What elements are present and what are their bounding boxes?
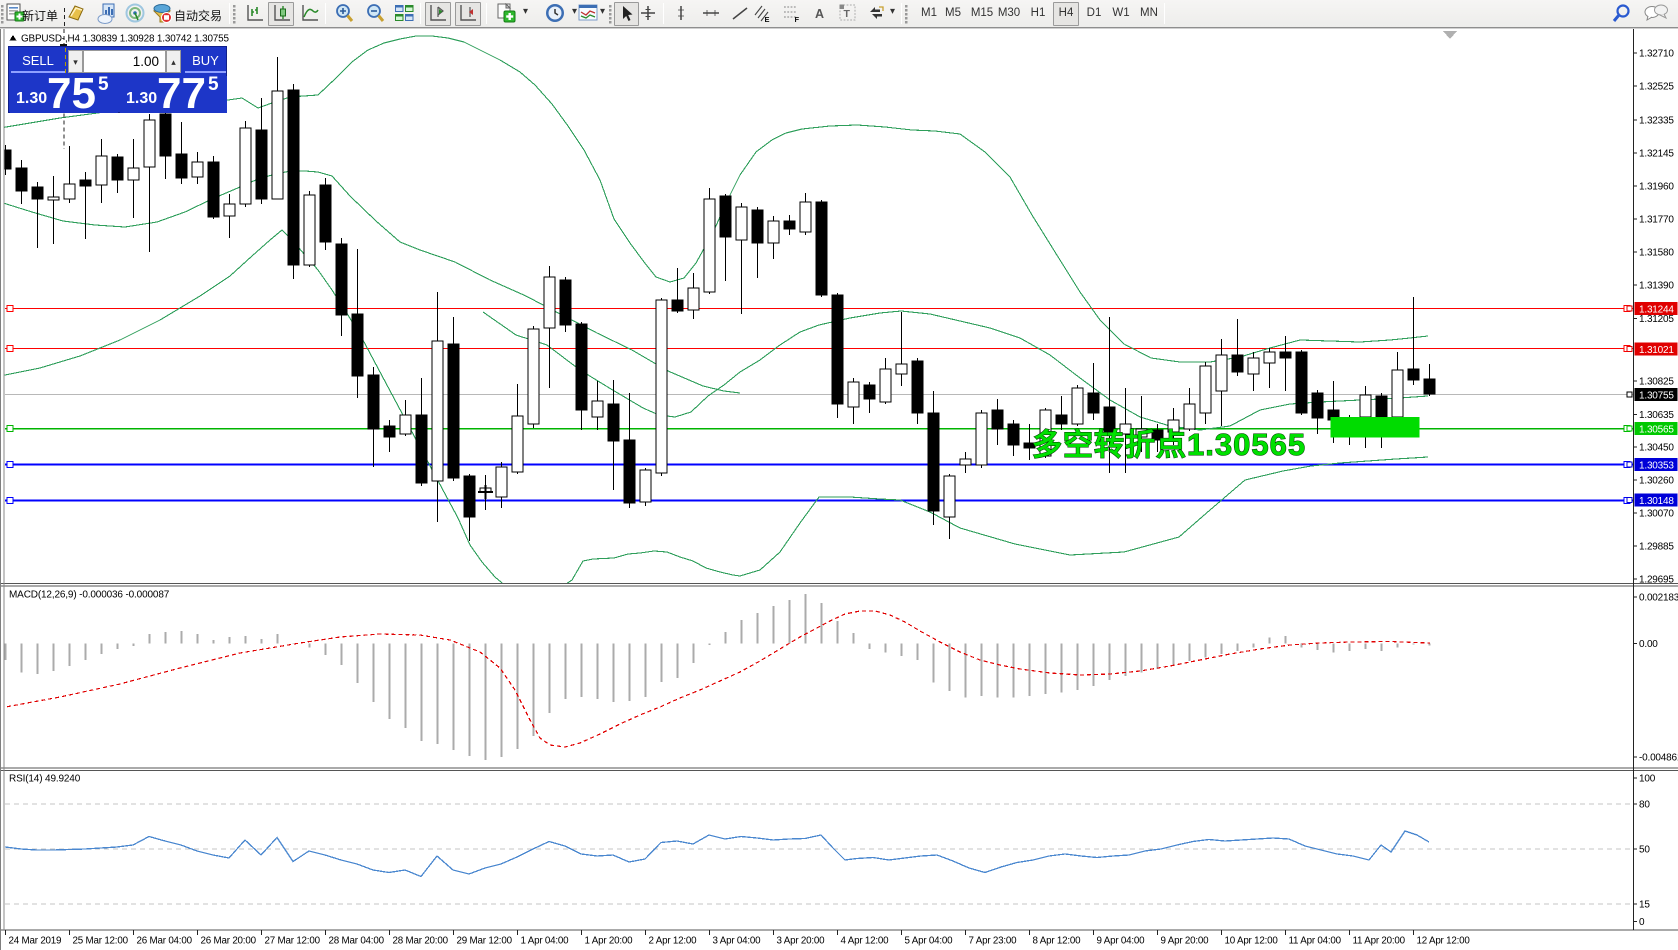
svg-text:1.31244: 1.31244 xyxy=(1639,305,1674,316)
svg-text:0.002183: 0.002183 xyxy=(1639,593,1678,604)
svg-text:28 Mar 20:00: 28 Mar 20:00 xyxy=(393,936,449,947)
svg-text:29 Mar 12:00: 29 Mar 12:00 xyxy=(457,936,513,947)
svg-text:-0.004861: -0.004861 xyxy=(1639,753,1678,764)
svg-text:1.31770: 1.31770 xyxy=(1639,215,1674,226)
svg-text:1.31390: 1.31390 xyxy=(1639,281,1674,292)
svg-text:8 Apr 12:00: 8 Apr 12:00 xyxy=(1033,936,1082,947)
svg-text:1.30565: 1.30565 xyxy=(1639,424,1674,435)
svg-text:1 Apr 04:00: 1 Apr 04:00 xyxy=(521,936,570,947)
svg-text:100: 100 xyxy=(1639,774,1656,785)
svg-text:11 Apr 20:00: 11 Apr 20:00 xyxy=(1353,936,1406,947)
svg-text:1.29885: 1.29885 xyxy=(1639,542,1674,553)
svg-text:1 Apr 20:00: 1 Apr 20:00 xyxy=(585,936,634,947)
svg-text:1.31021: 1.31021 xyxy=(1639,345,1674,356)
svg-text:25 Mar 12:00: 25 Mar 12:00 xyxy=(73,936,129,947)
svg-text:T: T xyxy=(844,8,851,20)
svg-text:1.31205: 1.31205 xyxy=(1639,314,1674,325)
svg-text:0.00: 0.00 xyxy=(1639,639,1658,650)
svg-text:1.30070: 1.30070 xyxy=(1639,509,1674,520)
svg-text:11 Apr 04:00: 11 Apr 04:00 xyxy=(1289,936,1342,947)
svg-text:9 Apr 04:00: 9 Apr 04:00 xyxy=(1097,936,1146,947)
svg-text:MACD(12,26,9) -0.000036 -0.000: MACD(12,26,9) -0.000036 -0.000087 xyxy=(9,590,170,601)
svg-text:28 Mar 04:00: 28 Mar 04:00 xyxy=(329,936,385,947)
svg-text:RSI(14) 49.9240: RSI(14) 49.9240 xyxy=(9,774,81,785)
svg-text:1.30148: 1.30148 xyxy=(1639,496,1674,507)
svg-text:50: 50 xyxy=(1639,845,1650,856)
svg-text:10 Apr 12:00: 10 Apr 12:00 xyxy=(1225,936,1279,947)
svg-text:9 Apr 20:00: 9 Apr 20:00 xyxy=(1161,936,1210,947)
svg-text:1.30450: 1.30450 xyxy=(1639,443,1674,454)
svg-text:26 Mar 20:00: 26 Mar 20:00 xyxy=(201,936,257,947)
svg-text:1.32145: 1.32145 xyxy=(1639,149,1674,160)
svg-text:80: 80 xyxy=(1639,800,1650,811)
svg-text:5 Apr 04:00: 5 Apr 04:00 xyxy=(905,936,954,947)
svg-text:多空转折点1.30565: 多空转折点1.30565 xyxy=(1032,427,1306,462)
svg-text:27 Mar 12:00: 27 Mar 12:00 xyxy=(265,936,321,947)
svg-text:7 Apr 23:00: 7 Apr 23:00 xyxy=(969,936,1018,947)
svg-text:1.30353: 1.30353 xyxy=(1639,460,1674,471)
svg-text:1.30755: 1.30755 xyxy=(1639,390,1674,401)
svg-text:1.31960: 1.31960 xyxy=(1639,182,1674,193)
svg-text:15: 15 xyxy=(1639,900,1650,911)
svg-text:2 Apr 12:00: 2 Apr 12:00 xyxy=(649,936,698,947)
svg-text:1.32710: 1.32710 xyxy=(1639,49,1674,60)
svg-text:3 Apr 20:00: 3 Apr 20:00 xyxy=(777,936,826,947)
svg-text:3 Apr 04:00: 3 Apr 04:00 xyxy=(713,936,762,947)
svg-text:1.31580: 1.31580 xyxy=(1639,248,1674,259)
svg-text:26 Mar 04:00: 26 Mar 04:00 xyxy=(137,936,193,947)
svg-text:1.32335: 1.32335 xyxy=(1639,116,1674,127)
svg-text:24 Mar 2019: 24 Mar 2019 xyxy=(9,936,62,947)
svg-text:4 Apr 12:00: 4 Apr 12:00 xyxy=(841,936,890,947)
svg-text:1.30825: 1.30825 xyxy=(1639,377,1674,388)
svg-text:0: 0 xyxy=(1639,917,1645,928)
svg-text:E: E xyxy=(765,15,770,24)
svg-text:1.29695: 1.29695 xyxy=(1639,575,1674,586)
svg-text:1.30635: 1.30635 xyxy=(1639,410,1674,421)
svg-text:1.32525: 1.32525 xyxy=(1639,82,1674,93)
svg-text:GBPUSD-,H4 1.30839 1.30928 1.: GBPUSD-,H4 1.30839 1.30928 1.30742 1.307… xyxy=(21,34,229,45)
svg-text:12 Apr 12:00: 12 Apr 12:00 xyxy=(1417,936,1471,947)
svg-text:F: F xyxy=(795,15,800,24)
svg-text:1.30260: 1.30260 xyxy=(1639,476,1674,487)
